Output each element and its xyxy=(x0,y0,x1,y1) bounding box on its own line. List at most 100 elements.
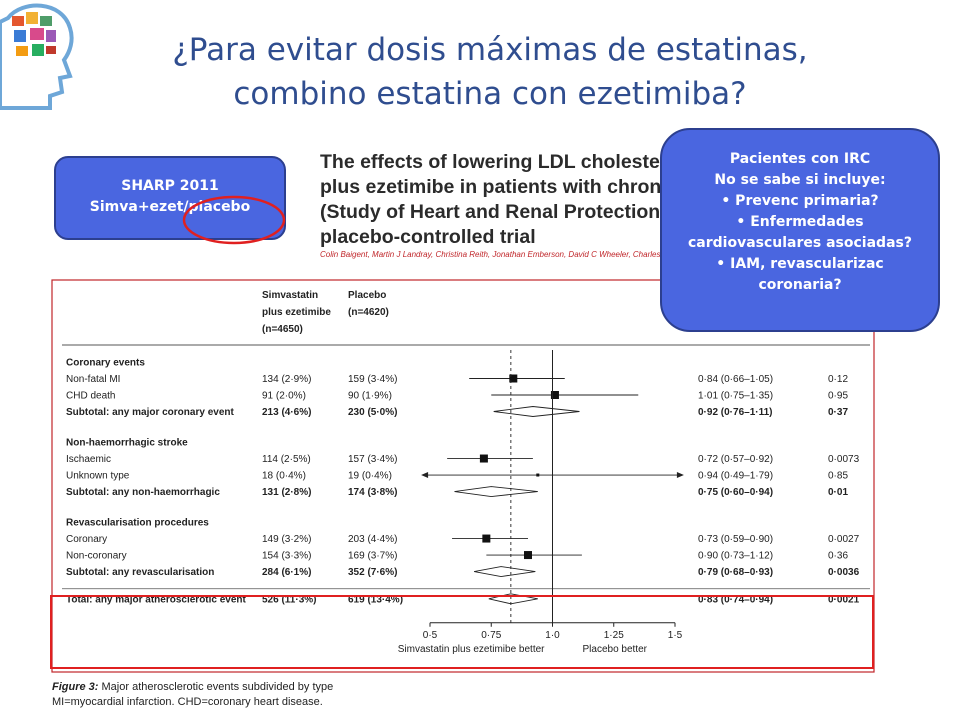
placebo-highlight-ellipse xyxy=(182,195,286,245)
paper-authors: Colin Baigent, Martin J Landray, Christi… xyxy=(320,250,661,259)
cell-placebo: 169 (3·7%) xyxy=(348,551,397,562)
row-label: Non-coronary xyxy=(66,551,127,562)
subtotal-diamond xyxy=(474,566,536,578)
cell-p-value: 0·85 xyxy=(828,471,848,482)
cell-risk-ratio: 0·79 (0·68–0·93) xyxy=(698,567,773,578)
cell-p-value: 0·0027 xyxy=(828,534,860,545)
cell-treatment: 154 (3·3%) xyxy=(262,551,311,562)
cell-p-value: 0·0036 xyxy=(828,567,860,578)
cell-risk-ratio: 0·94 (0·49–1·79) xyxy=(698,471,773,482)
estimate-square xyxy=(509,374,518,383)
row-label: Subtotal: any revascularisation xyxy=(66,567,214,578)
col1-header-line-1: Simvastatin xyxy=(262,290,318,301)
sharp-box-line-1: SHARP 2011 xyxy=(121,178,219,194)
irc-line-1: Pacientes con IRC xyxy=(729,151,871,167)
slide-title: ¿Para evitar dosis máximas de estatinas,… xyxy=(100,28,880,116)
cell-risk-ratio: 0·90 (0·73–1·12) xyxy=(698,551,773,562)
group-heading: Coronary events xyxy=(66,358,145,369)
brain-logo-icon xyxy=(0,3,74,110)
cell-placebo: 352 (7·6%) xyxy=(348,567,397,578)
group-heading: Revascularisation procedures xyxy=(66,518,209,529)
row-label: Subtotal: any non-haemorrhagic xyxy=(66,487,220,498)
cell-placebo: 159 (3·4%) xyxy=(348,374,397,385)
subtotal-diamond xyxy=(493,406,580,417)
cell-p-value: 0·95 xyxy=(828,391,848,402)
row-label: CHD death xyxy=(66,391,115,402)
irc-line-5: cardiovasculares asociadas? xyxy=(688,235,912,251)
sharp-box-line-2: Simva+ezet/placebo xyxy=(89,199,251,215)
cell-treatment: 114 (2·5%) xyxy=(262,454,311,465)
figure-footnote: MI=myocardial infarction. CHD=coronary h… xyxy=(52,696,323,708)
cell-treatment: 134 (2·9%) xyxy=(262,374,311,385)
irc-line-4: • Enfermedades xyxy=(736,214,864,230)
irc-line-7: coronaria? xyxy=(758,277,842,293)
cell-placebo: 157 (3·4%) xyxy=(348,454,397,465)
x-tick-label: 1·5 xyxy=(668,630,683,641)
paper-title: The effects of lowering LDL cholesterol … xyxy=(320,150,685,250)
x-tick-label: 1·25 xyxy=(604,630,624,641)
cell-risk-ratio: 0·92 (0·76–1·11) xyxy=(698,407,773,418)
subtotal-diamond xyxy=(454,486,538,497)
total-row-highlight xyxy=(50,595,874,669)
cell-risk-ratio: 0·72 (0·57–0·92) xyxy=(698,454,773,465)
axis-left-label: Simvastatin plus ezetimibe better xyxy=(398,644,545,655)
cell-placebo: 19 (0·4%) xyxy=(348,471,392,482)
axis-right-label: Placebo better xyxy=(583,644,648,655)
cell-placebo: 230 (5·0%) xyxy=(348,407,397,418)
estimate-square xyxy=(479,454,488,463)
cell-treatment: 526 (11·3%) xyxy=(262,594,316,605)
cell-placebo: 90 (1·9%) xyxy=(348,391,392,402)
cell-p-value: 0·01 xyxy=(828,487,848,498)
cell-risk-ratio: 0·75 (0·60–0·94) xyxy=(698,487,773,498)
row-label: Unknown type xyxy=(66,471,130,482)
x-tick-label: 0·5 xyxy=(423,630,438,641)
paper-title-line-2: plus ezetimibe in patients with chronic xyxy=(320,176,678,198)
cell-risk-ratio: 0·83 (0·74–0·94) xyxy=(698,594,773,605)
row-label: Non-fatal MI xyxy=(66,374,120,385)
slide-title-line-2: combino estatina con ezetimiba? xyxy=(233,76,747,112)
figure-frame xyxy=(51,279,875,673)
figure-label: Figure 3: xyxy=(52,681,99,693)
cell-treatment: 18 (0·4%) xyxy=(262,471,306,482)
x-tick-label: 1·0 xyxy=(545,630,560,641)
cell-placebo: 174 (3·8%) xyxy=(348,487,397,498)
col2-header-line-2: (n=4620) xyxy=(348,307,389,318)
cell-p-value: 0·37 xyxy=(828,407,848,418)
col1-header-line-3: (n=4650) xyxy=(262,324,303,335)
figure-caption: Figure 3: Major atherosclerotic events s… xyxy=(52,680,333,710)
slide-title-line-1: ¿Para evitar dosis máximas de estatinas, xyxy=(172,32,808,68)
estimate-square xyxy=(550,391,559,399)
irc-line-3: • Prevenc primaria? xyxy=(721,193,879,209)
ci-arrow-left xyxy=(421,472,429,479)
irc-note-box: Pacientes con IRC No se sabe si incluye:… xyxy=(660,128,940,332)
x-tick-label: 0·75 xyxy=(481,630,501,641)
cell-treatment: 131 (2·8%) xyxy=(262,487,311,498)
paper-title-line-3: (Study of Heart and Renal Protection): xyxy=(320,201,674,223)
figure-title: Major atherosclerotic events subdivided … xyxy=(98,681,334,693)
estimate-square xyxy=(482,534,491,543)
cell-risk-ratio: 0·73 (0·59–0·90) xyxy=(698,534,773,545)
cell-risk-ratio: 0·84 (0·66–1·05) xyxy=(698,374,773,385)
estimate-square xyxy=(536,473,540,477)
cell-treatment: 91 (2·0%) xyxy=(262,391,306,402)
cell-placebo: 203 (4·4%) xyxy=(348,534,397,545)
figure-caption-title: Figure 3: Major atherosclerotic events s… xyxy=(52,680,333,695)
row-label: Total: any major atherosclerotic event xyxy=(66,594,247,605)
cell-p-value: 0·12 xyxy=(828,374,848,385)
cell-placebo: 619 (13·4%) xyxy=(348,594,403,605)
cell-risk-ratio: 1·01 (0·75–1·35) xyxy=(698,391,773,402)
paper-title-line-4: placebo-controlled trial xyxy=(320,226,536,248)
irc-line-2: No se sabe si incluye: xyxy=(714,172,886,188)
cell-treatment: 213 (4·6%) xyxy=(262,407,311,418)
row-label: Subtotal: any major coronary event xyxy=(66,407,234,418)
cell-p-value: 0·0021 xyxy=(828,594,860,605)
ci-arrow-right xyxy=(676,472,684,479)
row-label: Coronary xyxy=(66,534,107,545)
col1-header-line-2: plus ezetimibe xyxy=(262,307,331,318)
irc-line-6: • IAM, revascularizac xyxy=(716,256,884,272)
group-heading: Non-haemorrhagic stroke xyxy=(66,438,188,449)
cell-p-value: 0·0073 xyxy=(828,454,860,465)
cell-treatment: 284 (6·1%) xyxy=(262,567,311,578)
cell-p-value: 0·36 xyxy=(828,551,848,562)
